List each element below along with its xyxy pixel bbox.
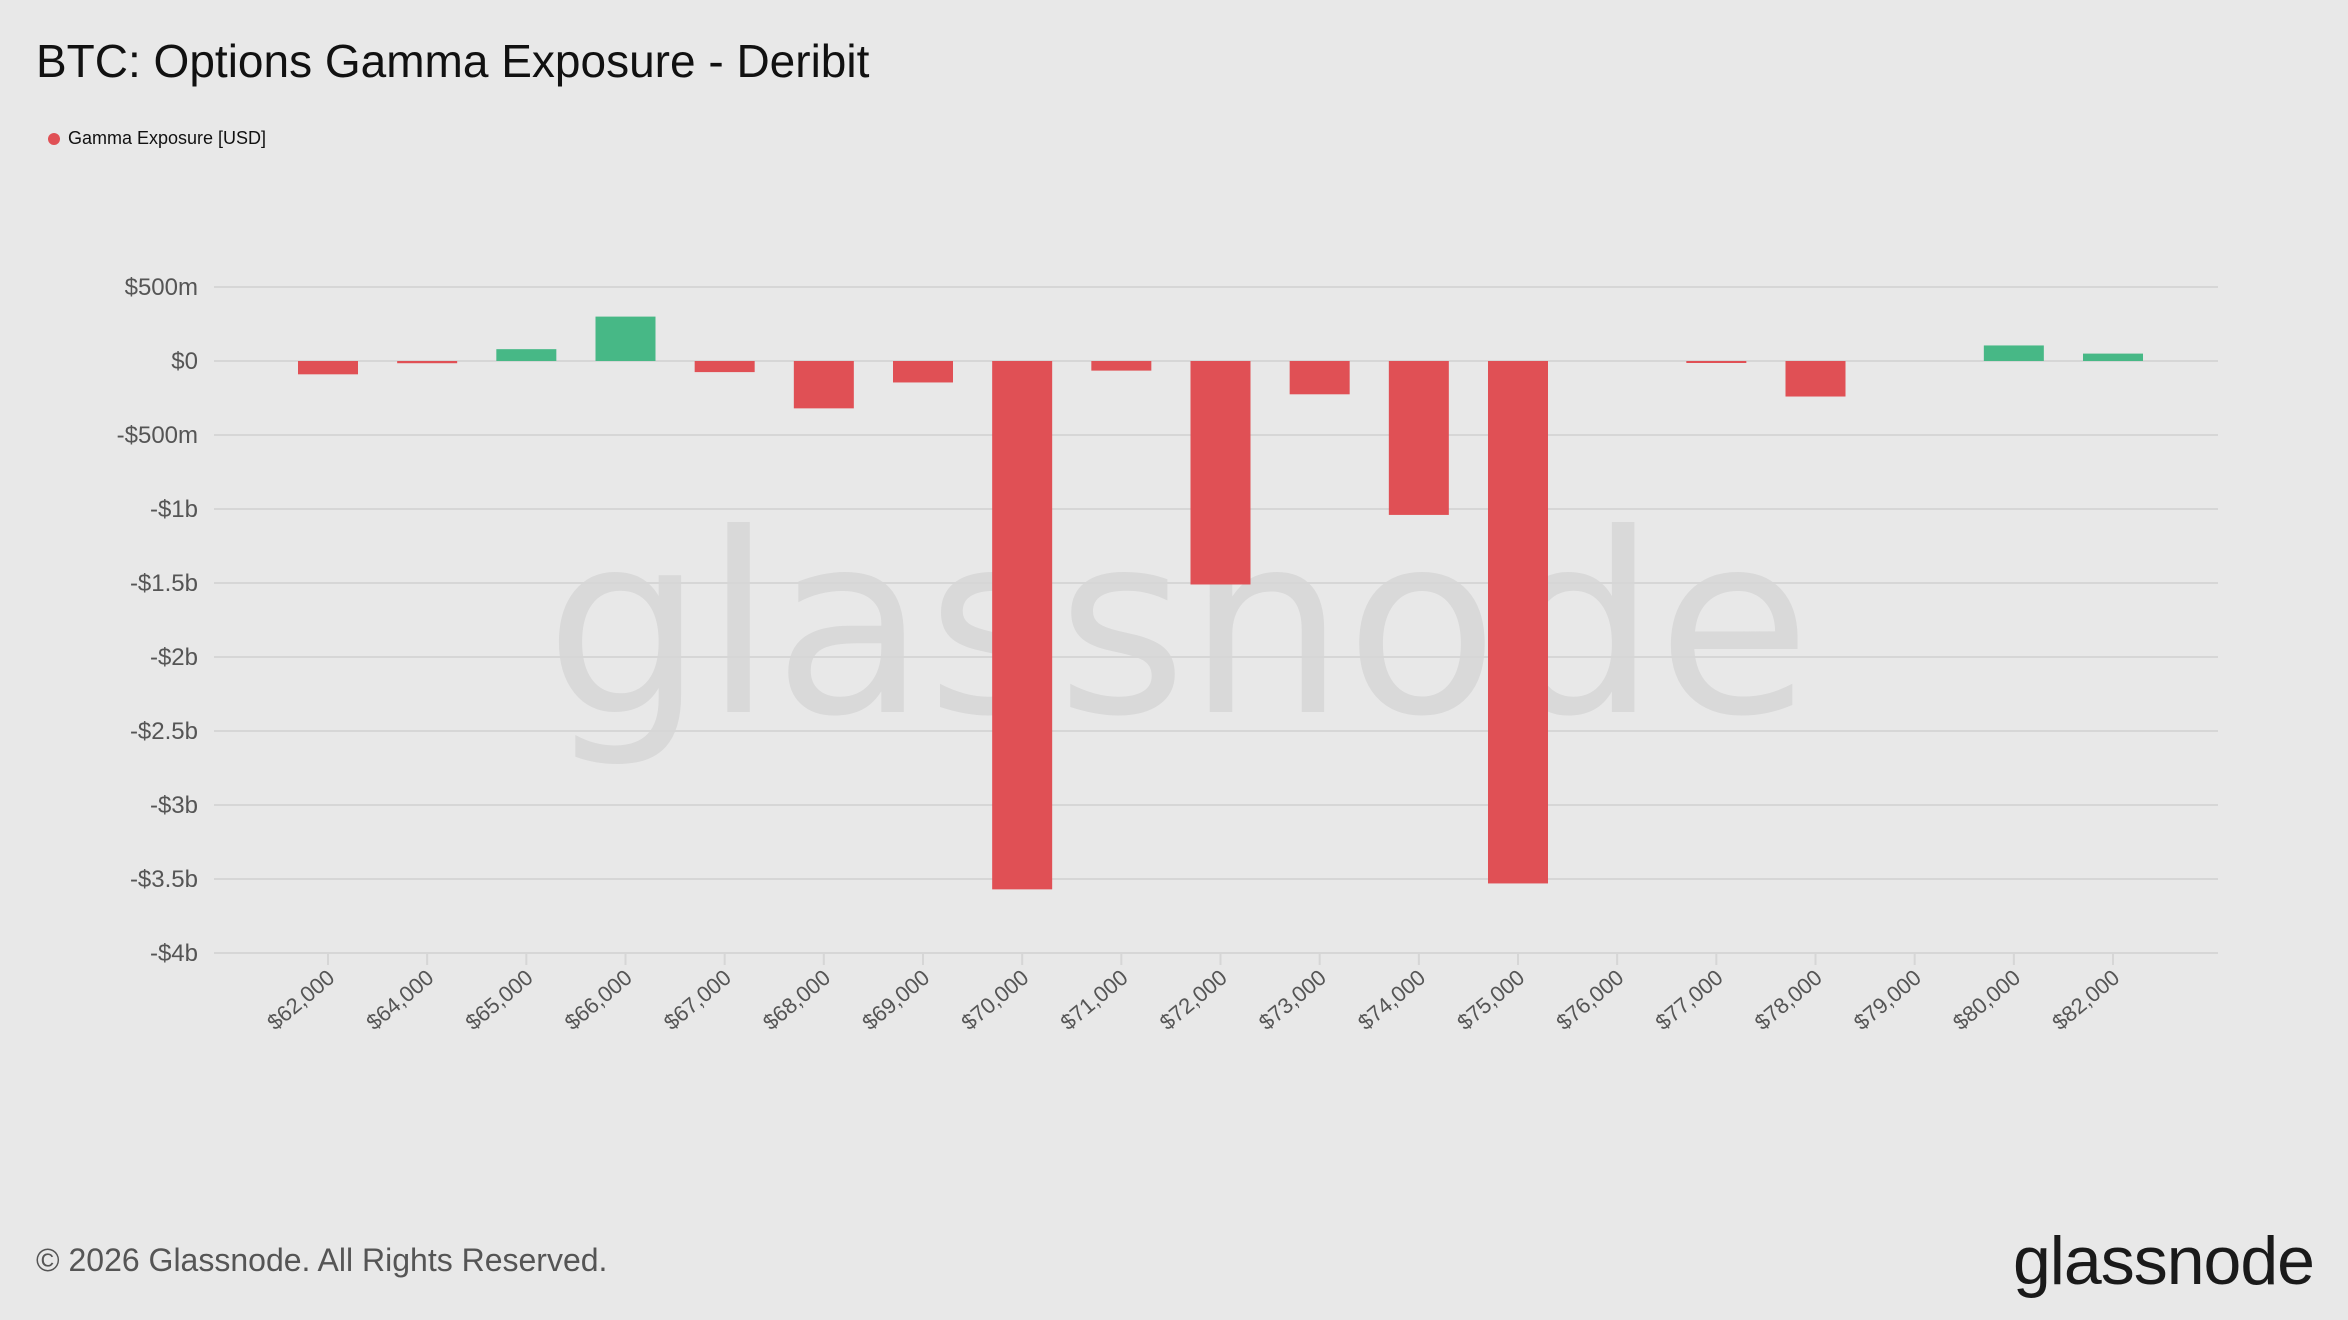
x-tick-label: $76,000 — [1551, 965, 1628, 1035]
x-tick-label: $78,000 — [1750, 965, 1827, 1035]
copyright-text: © 2026 Glassnode. All Rights Reserved. — [36, 1242, 608, 1278]
bar[interactable] — [1190, 361, 1251, 585]
watermark-text: glassnode — [545, 480, 1811, 771]
bar[interactable] — [893, 361, 953, 383]
bar[interactable] — [2083, 353, 2143, 361]
x-tick-label: $80,000 — [1948, 965, 2025, 1035]
x-tick-label: $82,000 — [2047, 965, 2124, 1035]
bars — [298, 316, 2143, 890]
bar[interactable] — [1091, 361, 1152, 371]
x-tick-label: $77,000 — [1651, 965, 1728, 1035]
y-tick-label: -$1.5b — [130, 570, 198, 597]
x-tick-label: $74,000 — [1353, 965, 1430, 1035]
x-tick-label: $71,000 — [1056, 965, 1133, 1035]
legend-label: Gamma Exposure [USD] — [68, 128, 267, 148]
bar[interactable] — [496, 349, 557, 361]
y-tick-label: -$1b — [150, 496, 198, 523]
bar[interactable] — [298, 361, 358, 375]
gamma-exposure-chart: glassnode $500m $0 -$500m -$1b -$1.5b -$2b -$2… — [117, 274, 2218, 1035]
y-tick-label: -$3.5b — [130, 866, 198, 893]
x-axis-ticks: $62,000 $64,000 $65,000 $66,000 $67,000 $68,0… — [262, 953, 2124, 1035]
bar[interactable] — [397, 361, 458, 364]
x-tick-label: $66,000 — [560, 965, 637, 1035]
x-tick-label: $75,000 — [1452, 965, 1529, 1035]
x-tick-label: $69,000 — [857, 965, 934, 1035]
chart-title: BTC: Options Gamma Exposure - Deribit — [36, 35, 870, 87]
bar[interactable] — [694, 361, 755, 373]
x-tick-label: $73,000 — [1254, 965, 1331, 1035]
y-tick-label: -$2b — [150, 644, 198, 671]
bar[interactable] — [595, 316, 656, 361]
bar[interactable] — [1686, 361, 1747, 363]
x-tick-label: $64,000 — [361, 965, 438, 1035]
chart-legend[interactable]: Gamma Exposure [USD] — [48, 128, 266, 149]
legend-dot-icon — [48, 132, 60, 145]
bar[interactable] — [1488, 361, 1548, 884]
x-tick-label: $72,000 — [1155, 965, 1232, 1035]
y-axis-ticks: $500m $0 -$500m -$1b -$1.5b -$2b -$2.5b -$3b -$3… — [117, 274, 198, 967]
y-tick-label: -$3b — [150, 792, 198, 819]
y-tick-label: $500m — [125, 274, 198, 301]
y-tick-label: -$2.5b — [130, 718, 198, 745]
bar[interactable] — [992, 361, 1053, 890]
y-tick-label: -$500m — [117, 422, 198, 449]
y-tick-label: $0 — [171, 348, 198, 375]
bar[interactable] — [1289, 361, 1350, 395]
bar[interactable] — [793, 361, 854, 409]
x-tick-label: $67,000 — [659, 965, 736, 1035]
x-tick-label: $68,000 — [758, 965, 835, 1035]
bar[interactable] — [1388, 361, 1449, 515]
x-tick-label: $62,000 — [262, 965, 339, 1035]
x-tick-label: $70,000 — [956, 965, 1033, 1035]
x-tick-label: $79,000 — [1849, 965, 1926, 1035]
bar[interactable] — [1983, 345, 2044, 361]
bar[interactable] — [1785, 361, 1846, 397]
brand-logo[interactable]: glassnode — [2012, 1223, 2315, 1299]
y-tick-label: -$4b — [150, 940, 198, 967]
x-tick-label: $65,000 — [461, 965, 538, 1035]
